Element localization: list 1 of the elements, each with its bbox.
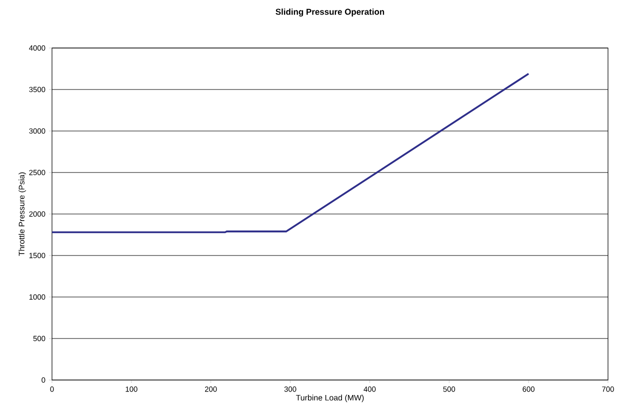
- chart-title: Sliding Pressure Operation: [276, 8, 384, 17]
